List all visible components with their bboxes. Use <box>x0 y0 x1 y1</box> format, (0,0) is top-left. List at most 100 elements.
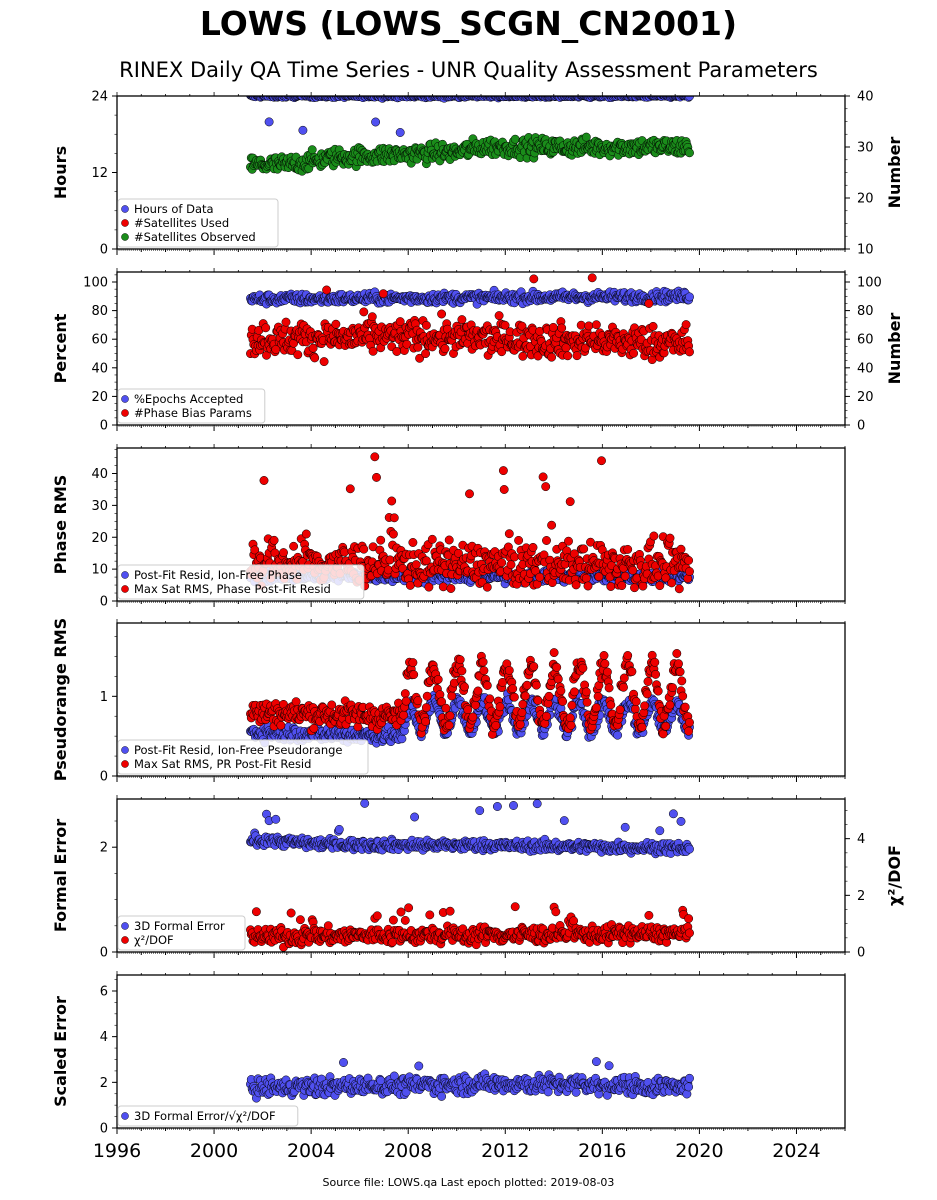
data-point <box>674 584 684 594</box>
data-point <box>497 558 507 568</box>
legend-entry: Max Sat RMS, Phase Post-Fit Resid <box>134 582 331 596</box>
y-tick-label: 20 <box>91 531 108 546</box>
legend-entry: #Satellites Observed <box>134 230 256 244</box>
legend-entry: Hours of Data <box>134 202 214 216</box>
y2-tick-label: 40 <box>857 90 874 105</box>
data-point <box>541 482 551 492</box>
series-2 <box>246 648 694 739</box>
data-point <box>584 321 594 331</box>
data-point <box>499 485 509 494</box>
data-point <box>648 321 658 331</box>
y-tick-label: 12 <box>91 166 108 181</box>
data-point <box>289 541 299 551</box>
data-point <box>547 578 557 588</box>
data-point <box>629 348 639 358</box>
data-point <box>576 320 586 330</box>
data-point <box>397 734 407 744</box>
series-2 <box>246 132 694 176</box>
legend-marker <box>121 205 129 213</box>
y-tick-label: 0 <box>100 419 108 434</box>
chart-title: LOWS (LOWS_SCGN_CN2001) <box>199 4 738 43</box>
data-point <box>415 353 425 363</box>
data-point <box>345 484 355 494</box>
data-point <box>685 292 694 302</box>
data-point <box>504 529 514 539</box>
chart-subtitle: RINEX Daily QA Time Series - UNR Quality… <box>119 58 818 82</box>
data-point <box>440 344 450 354</box>
legend-marker <box>121 571 129 579</box>
data-point <box>665 533 675 543</box>
data-point <box>583 581 593 591</box>
data-point <box>402 339 412 349</box>
data-point <box>482 582 492 592</box>
data-point <box>644 299 654 308</box>
data-point <box>535 572 545 582</box>
data-point <box>681 320 691 330</box>
series-2 <box>246 273 694 367</box>
data-point <box>685 567 694 576</box>
data-point <box>661 573 671 583</box>
data-point <box>564 536 573 546</box>
data-point <box>613 730 623 740</box>
data-point <box>281 317 291 327</box>
y-axis-label: Hours <box>51 146 70 199</box>
data-point <box>528 542 538 552</box>
legend-marker <box>121 395 129 403</box>
panel-1-points <box>246 96 694 176</box>
data-point <box>411 560 421 570</box>
data-point <box>685 347 694 357</box>
y-tick-label: 40 <box>91 361 108 376</box>
data-point <box>569 549 579 559</box>
data-point <box>307 145 317 155</box>
data-point <box>594 572 604 582</box>
data-point <box>531 566 540 576</box>
legend-marker <box>121 233 129 241</box>
panel-3: 0 10 20 30 40 Phase RMS Post-Fit Resid, Ion-Fr… <box>51 444 846 610</box>
y2-tick-label: 20 <box>857 390 874 405</box>
data-point <box>506 560 516 570</box>
series-1 <box>246 285 694 309</box>
data-point <box>261 323 271 333</box>
data-point <box>542 536 551 545</box>
data-point <box>510 134 520 144</box>
data-point <box>517 321 527 331</box>
y-tick-label: 24 <box>91 90 108 105</box>
data-point <box>676 544 686 554</box>
data-point <box>310 353 320 363</box>
data-point <box>413 342 423 352</box>
data-point <box>457 315 467 325</box>
data-point <box>655 581 665 591</box>
data-point <box>405 580 415 590</box>
data-point <box>685 148 694 158</box>
y2-tick-label: 80 <box>857 304 874 319</box>
data-point <box>339 547 349 557</box>
data-point <box>497 347 507 357</box>
data-point <box>438 582 448 592</box>
data-point <box>465 489 474 499</box>
data-point <box>319 357 329 367</box>
legend-marker <box>121 585 129 593</box>
legend-box <box>117 564 365 600</box>
y2-tick-label: 20 <box>857 192 874 207</box>
data-point <box>388 529 398 539</box>
data-point <box>628 565 638 575</box>
data-point <box>563 351 573 361</box>
data-point <box>389 513 399 523</box>
data-point <box>387 496 397 506</box>
y-tick-label: 40 <box>91 467 108 482</box>
legend: %Epochs Accepted#Phase Bias Params <box>117 388 266 424</box>
data-point <box>408 538 418 547</box>
data-point <box>444 535 454 545</box>
legend-box <box>117 198 279 248</box>
panel-4-points <box>246 648 694 748</box>
data-point <box>454 548 463 558</box>
y2-tick-label: 0 <box>857 419 865 434</box>
data-point <box>395 317 405 327</box>
data-point <box>581 573 591 583</box>
data-point <box>617 581 627 591</box>
data-point <box>518 351 528 361</box>
data-point <box>427 534 437 544</box>
data-point <box>514 535 524 545</box>
